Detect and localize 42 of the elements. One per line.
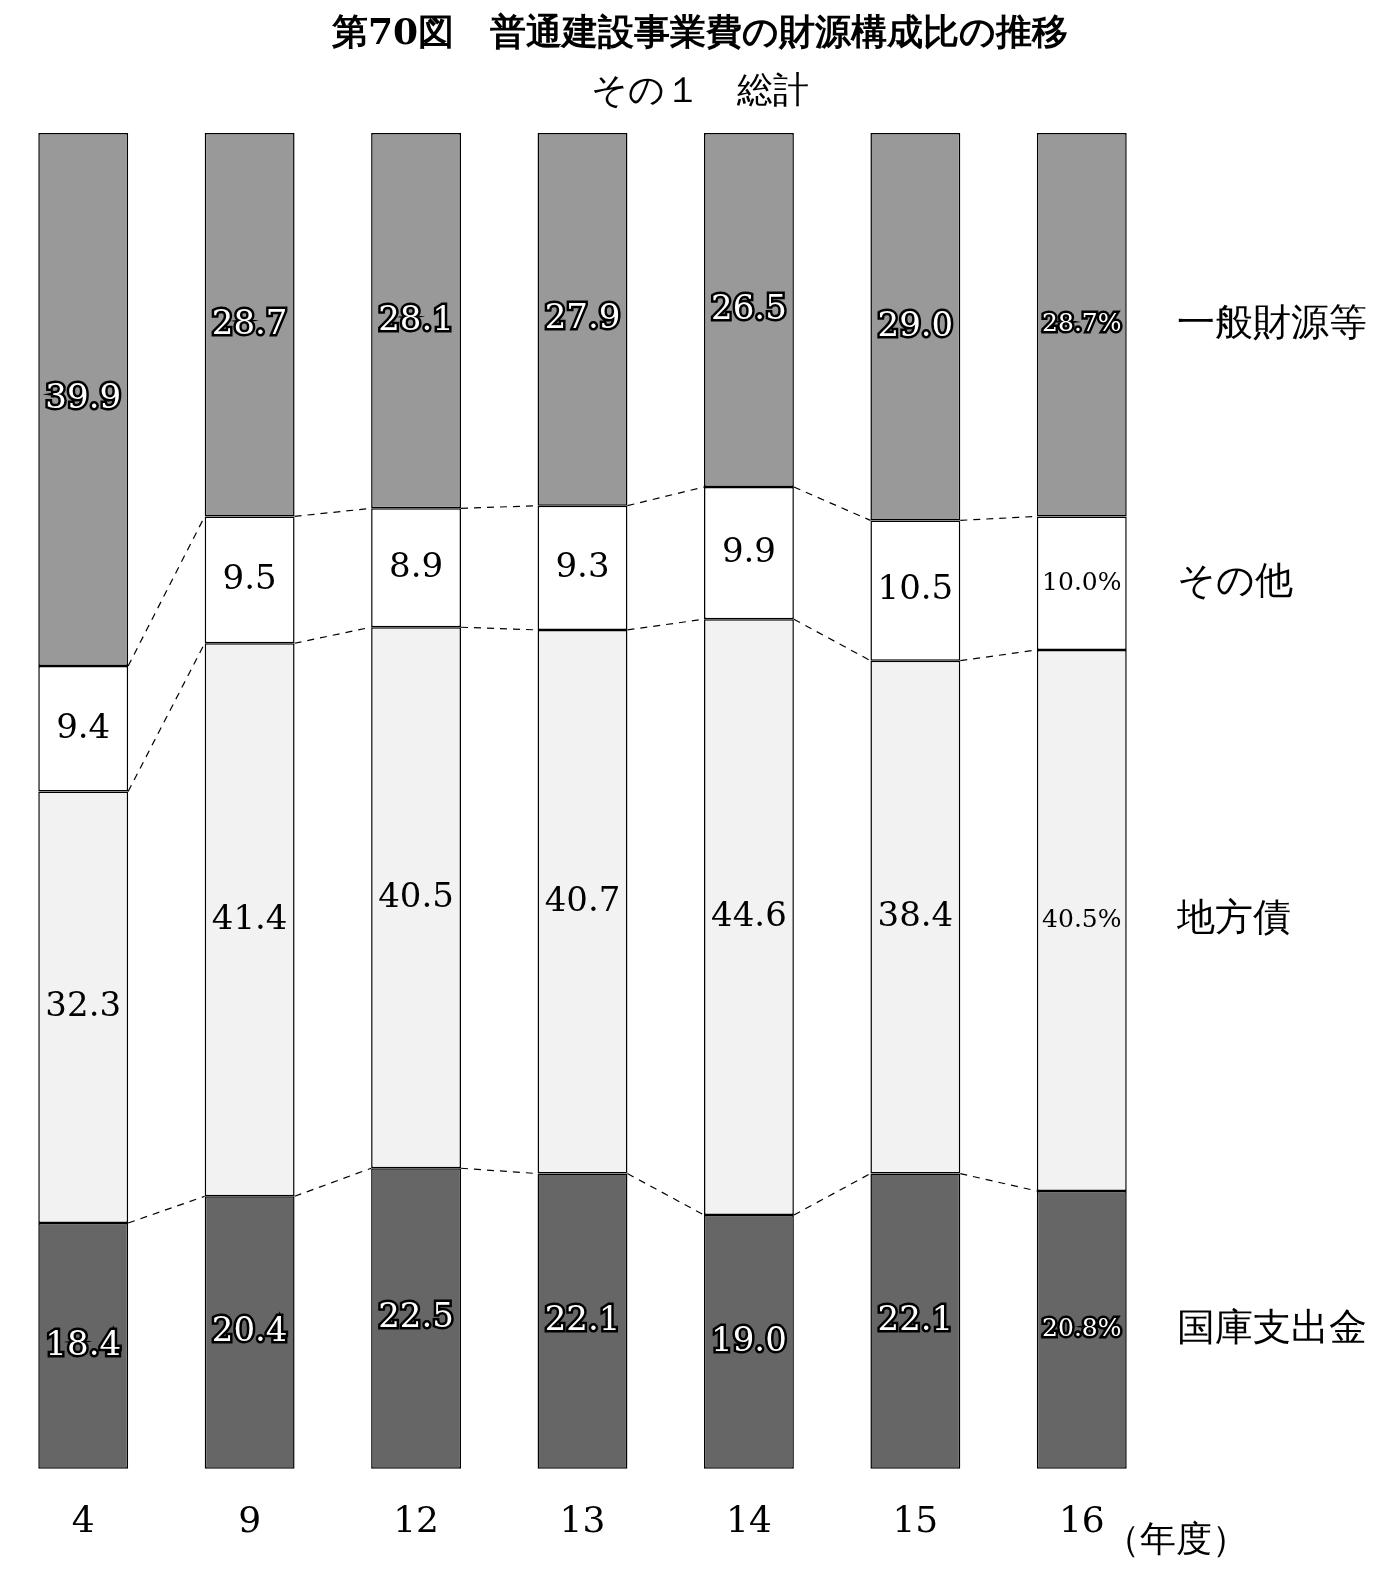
data-label: 9.9 — [721, 529, 776, 570]
data-label: 41.4 — [211, 896, 288, 937]
series-label: 一般財源等 — [1176, 299, 1367, 344]
data-label: 38.4 — [877, 893, 954, 934]
series-label: 国庫支出金 — [1176, 1304, 1367, 1349]
x-tick-label: 14 — [726, 1498, 772, 1540]
data-label: 19.0 — [711, 1318, 787, 1359]
x-tick-label: 13 — [559, 1498, 606, 1540]
data-label: 22.1 — [877, 1298, 954, 1339]
data-label: 10.5 — [877, 567, 954, 608]
data-label: 39.9 — [45, 376, 122, 417]
data-label: 27.9 — [544, 296, 621, 337]
data-label: 28.7 — [211, 301, 288, 342]
data-label: 29.0 — [877, 303, 954, 344]
data-label: 10.0% — [1042, 566, 1122, 596]
data-label: 40.7 — [544, 878, 621, 919]
data-label: 40.5% — [1042, 903, 1122, 933]
data-label: 32.3 — [45, 984, 122, 1025]
data-label: 22.1 — [544, 1298, 621, 1339]
x-tick-label: 12 — [393, 1498, 439, 1540]
series-label: 地方債 — [1175, 895, 1291, 940]
data-label: 28.1 — [378, 297, 454, 338]
data-label: 22.5 — [378, 1295, 454, 1336]
x-tick-label: 15 — [892, 1498, 939, 1540]
series-label: その他 — [1176, 558, 1293, 603]
chart-title: 第70図 普通建設事業費の財源構成比の推移 — [330, 9, 1070, 54]
data-label: 40.5 — [378, 874, 454, 915]
data-label: 18.4 — [45, 1322, 122, 1363]
x-axis-title: （年度） — [1103, 1518, 1248, 1560]
data-label: 8.9 — [389, 544, 444, 585]
data-label: 44.6 — [711, 893, 787, 934]
x-tick-label: 9 — [238, 1498, 262, 1540]
chart-subtitle: その１ 総計 — [590, 68, 810, 112]
data-label: 26.5 — [711, 286, 787, 327]
data-label: 20.4 — [211, 1309, 288, 1350]
data-label: 9.4 — [56, 705, 111, 746]
data-label: 9.5 — [222, 556, 277, 597]
x-tick-label: 16 — [1058, 1498, 1105, 1540]
data-label: 9.3 — [555, 544, 610, 585]
data-label: 20.8% — [1042, 1313, 1122, 1343]
x-tick-label: 4 — [71, 1498, 95, 1540]
data-label: 28.7% — [1042, 308, 1122, 338]
